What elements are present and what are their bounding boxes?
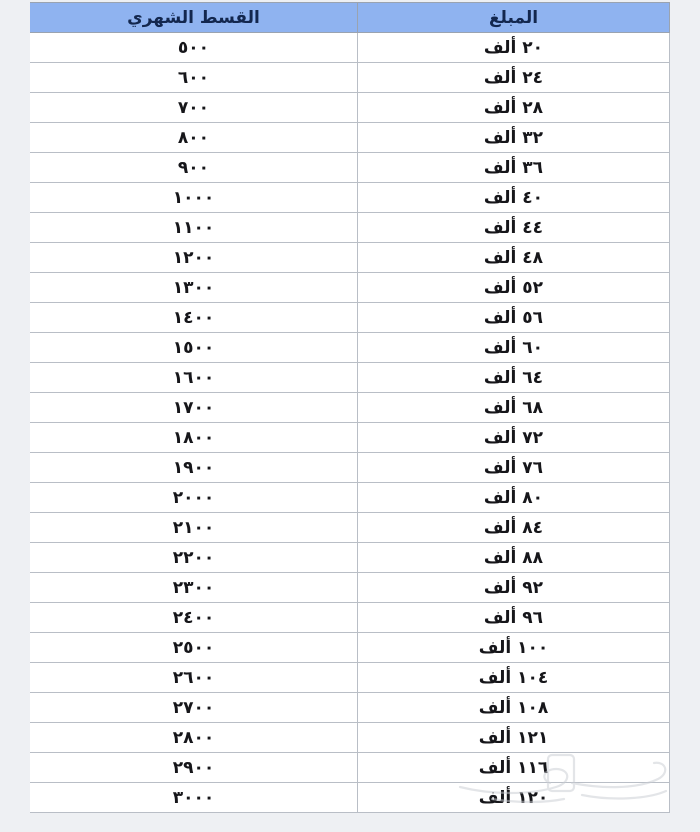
cell-amount: ١٠٨ ألف (357, 692, 670, 723)
table-container: المبلغ القسط الشهري ٢٠ ألف ٥٠٠ ٢٤ ألف ٦٠٠ ٢٨… (30, 2, 670, 832)
table-row: ٣٢ ألف ٨٠٠ (30, 122, 670, 153)
table-row: ٥٢ ألف ١٣٠٠ (30, 272, 670, 303)
cell-amount: ٦٠ ألف (357, 332, 670, 363)
cell-amount: ٩٢ ألف (357, 572, 670, 603)
cell-installment: ٢٣٠٠ (30, 572, 358, 603)
table-row: ٦٠ ألف ١٥٠٠ (30, 332, 670, 363)
table-row: ٩٦ ألف ٢٤٠٠ (30, 602, 670, 633)
table-row: ٤٠ ألف ١٠٠٠ (30, 182, 670, 213)
cell-amount: ٢٠ ألف (357, 32, 670, 63)
table-row: ١٠٨ ألف ٢٧٠٠ (30, 692, 670, 723)
cell-amount: ١٢١ ألف (357, 722, 670, 753)
table-row: ٧٢ ألف ١٨٠٠ (30, 422, 670, 453)
cell-installment: ١١٠٠ (30, 212, 358, 243)
table-row: ١٢٠ ألف ٣٠٠٠ (30, 782, 670, 813)
cell-amount: ٤٤ ألف (357, 212, 670, 243)
table-body: ٢٠ ألف ٥٠٠ ٢٤ ألف ٦٠٠ ٢٨ ألف ٧٠٠ ٣٢ ألف ٨٠٠ ٣٦ أ… (30, 32, 670, 813)
cell-installment: ١٢٠٠ (30, 242, 358, 273)
column-header-installment: القسط الشهري (30, 2, 358, 33)
table-row: ٤٨ ألف ١٢٠٠ (30, 242, 670, 273)
cell-installment: ٦٠٠ (30, 62, 358, 93)
cell-installment: ٥٠٠ (30, 32, 358, 63)
table-row: ١٠٠ ألف ٢٥٠٠ (30, 632, 670, 663)
cell-amount: ٣٦ ألف (357, 152, 670, 183)
cell-installment: ١٧٠٠ (30, 392, 358, 423)
table-row: ٤٤ ألف ١١٠٠ (30, 212, 670, 243)
cell-installment: ١٨٠٠ (30, 422, 358, 453)
table-row: ٨٤ ألف ٢١٠٠ (30, 512, 670, 543)
table-row: ١١٦ ألف ٢٩٠٠ (30, 752, 670, 783)
table-row: ٨٨ ألف ٢٢٠٠ (30, 542, 670, 573)
table-row: ٦٤ ألف ١٦٠٠ (30, 362, 670, 393)
table-header: المبلغ القسط الشهري (30, 2, 670, 33)
cell-installment: ٨٠٠ (30, 122, 358, 153)
header-row: المبلغ القسط الشهري (30, 2, 670, 33)
cell-installment: ١٥٠٠ (30, 332, 358, 363)
cell-amount: ٤٨ ألف (357, 242, 670, 273)
cell-installment: ٢٨٠٠ (30, 722, 358, 753)
table-row: ٧٦ ألف ١٩٠٠ (30, 452, 670, 483)
cell-amount: ٢٤ ألف (357, 62, 670, 93)
cell-installment: ٢١٠٠ (30, 512, 358, 543)
table-row: ٨٠ ألف ٢٠٠٠ (30, 482, 670, 513)
cell-installment: ١٠٠٠ (30, 182, 358, 213)
table-row: ٥٦ ألف ١٤٠٠ (30, 302, 670, 333)
cell-installment: ٢٤٠٠ (30, 602, 358, 633)
table-row: ٢٨ ألف ٧٠٠ (30, 92, 670, 123)
table-row: ٢٠ ألف ٥٠٠ (30, 32, 670, 63)
cell-amount: ٧٢ ألف (357, 422, 670, 453)
cell-amount: ٨٨ ألف (357, 542, 670, 573)
cell-installment: ٢٥٠٠ (30, 632, 358, 663)
cell-amount: ٥٢ ألف (357, 272, 670, 303)
table-row: ١٠٤ ألف ٢٦٠٠ (30, 662, 670, 693)
cell-installment: ١٩٠٠ (30, 452, 358, 483)
cell-amount: ٩٦ ألف (357, 602, 670, 633)
cell-amount: ١١٦ ألف (357, 752, 670, 783)
cell-installment: ٢٦٠٠ (30, 662, 358, 693)
cell-amount: ٢٨ ألف (357, 92, 670, 123)
cell-installment: ٢٢٠٠ (30, 542, 358, 573)
cell-amount: ١٠٠ ألف (357, 632, 670, 663)
cell-installment: ٢٩٠٠ (30, 752, 358, 783)
cell-installment: ١٦٠٠ (30, 362, 358, 393)
table-row: ٣٦ ألف ٩٠٠ (30, 152, 670, 183)
cell-installment: ٢٧٠٠ (30, 692, 358, 723)
cell-amount: ٧٦ ألف (357, 452, 670, 483)
table-row: ٢٤ ألف ٦٠٠ (30, 62, 670, 93)
cell-amount: ١٠٤ ألف (357, 662, 670, 693)
cell-installment: ٣٠٠٠ (30, 782, 358, 813)
cell-amount: ٥٦ ألف (357, 302, 670, 333)
cell-amount: ٨٤ ألف (357, 512, 670, 543)
cell-amount: ٨٠ ألف (357, 482, 670, 513)
cell-amount: ١٢٠ ألف (357, 782, 670, 813)
table-row: ٦٨ ألف ١٧٠٠ (30, 392, 670, 423)
cell-installment: ٧٠٠ (30, 92, 358, 123)
column-header-amount: المبلغ (357, 2, 670, 33)
table-row: ٩٢ ألف ٢٣٠٠ (30, 572, 670, 603)
installment-table: المبلغ القسط الشهري ٢٠ ألف ٥٠٠ ٢٤ ألف ٦٠٠ ٢٨… (30, 2, 670, 813)
cell-amount: ٤٠ ألف (357, 182, 670, 213)
cell-installment: ٢٠٠٠ (30, 482, 358, 513)
cell-installment: ٩٠٠ (30, 152, 358, 183)
cell-amount: ٣٢ ألف (357, 122, 670, 153)
cell-amount: ٦٨ ألف (357, 392, 670, 423)
table-row: ١٢١ ألف ٢٨٠٠ (30, 722, 670, 753)
cell-amount: ٦٤ ألف (357, 362, 670, 393)
cell-installment: ١٤٠٠ (30, 302, 358, 333)
cell-installment: ١٣٠٠ (30, 272, 358, 303)
